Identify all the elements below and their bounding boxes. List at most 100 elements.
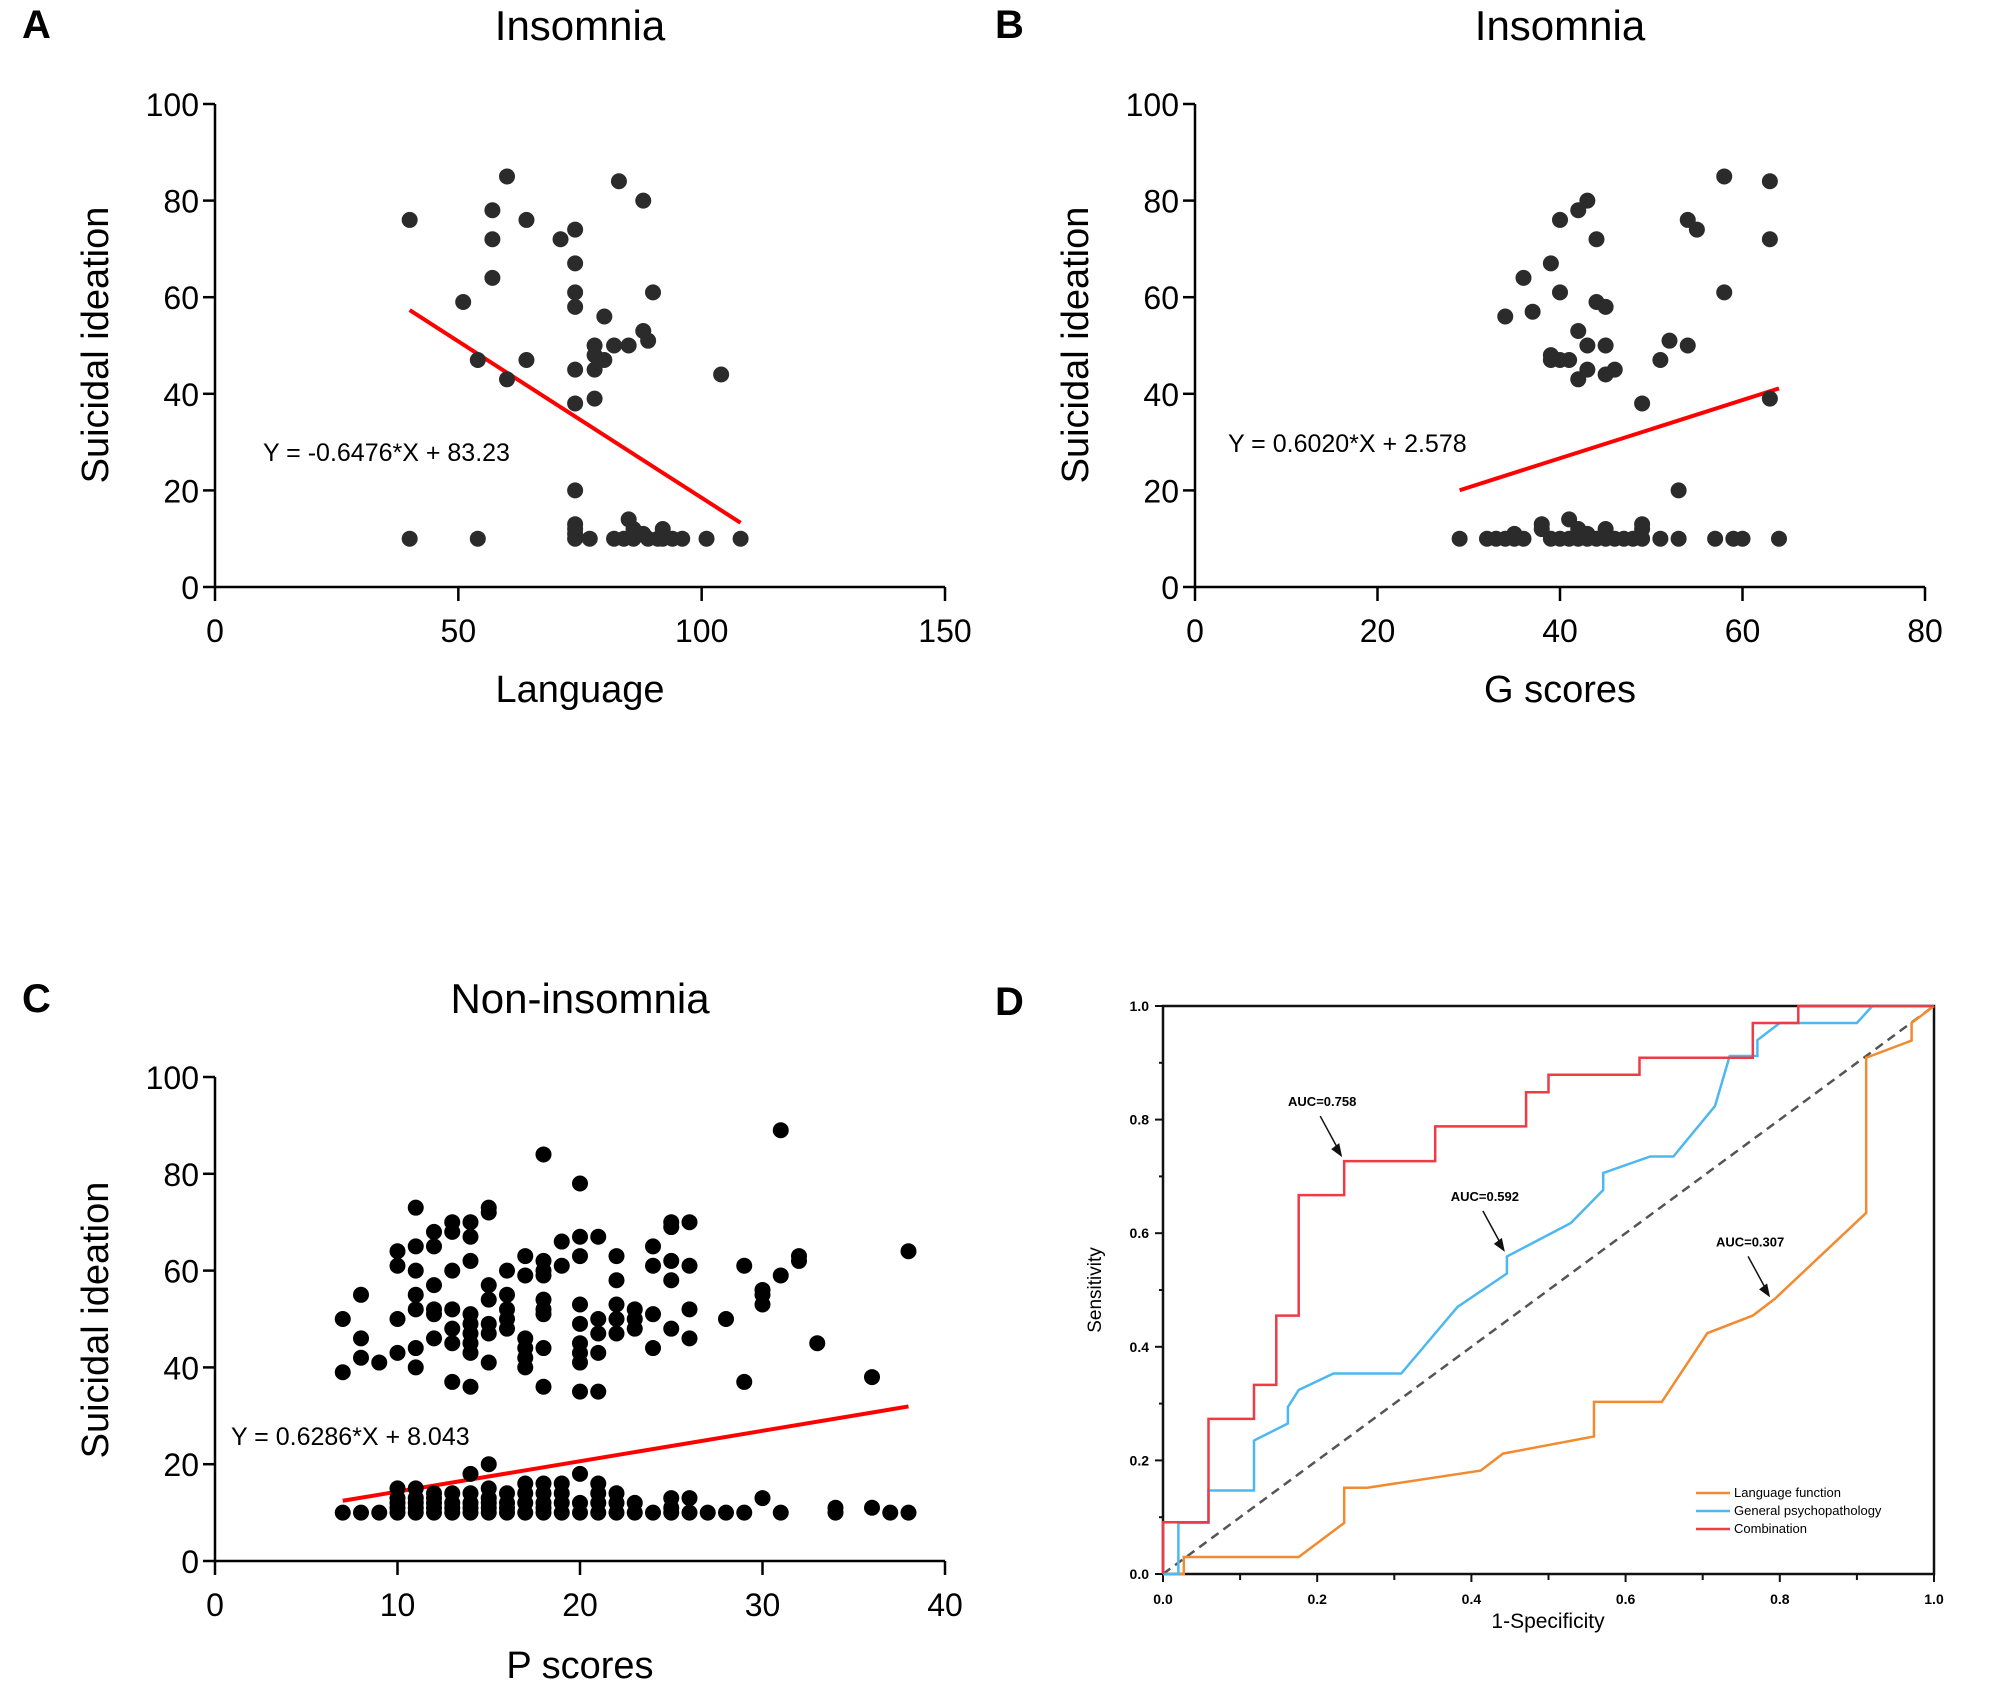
data-point	[480, 1354, 497, 1371]
data-point	[444, 1373, 461, 1390]
x-tick-label: 60	[1725, 613, 1761, 649]
data-point	[1661, 332, 1678, 349]
y-tick-label: 0.6	[1130, 1225, 1150, 1241]
data-point	[567, 361, 584, 378]
data-point	[608, 1296, 625, 1313]
data-point	[480, 1456, 497, 1473]
panel-c-scatter: Non-insomnia P scores Suicidal ideation …	[75, 975, 963, 1681]
x-tick-label: 40	[927, 1587, 963, 1623]
data-point	[590, 1344, 607, 1361]
data-point	[732, 530, 749, 547]
data-point	[499, 1262, 515, 1279]
x-tick-label: 80	[1907, 613, 1943, 649]
panel-label-a: A	[22, 3, 51, 47]
data-point	[535, 1306, 552, 1323]
auc-label: AUC=0.592	[1451, 1189, 1519, 1204]
auc-arrow-head	[1493, 1237, 1505, 1252]
data-point	[608, 1325, 625, 1342]
data-point	[572, 1228, 588, 1245]
data-point	[1771, 530, 1787, 547]
panel-b-scatter: Insomnia G scores Suicidal ideation Y = …	[1055, 2, 1943, 711]
data-point	[535, 1267, 552, 1284]
auc-arrow-head	[1759, 1283, 1771, 1298]
data-point	[572, 1175, 588, 1192]
data-point	[640, 332, 657, 349]
data-point	[1588, 231, 1605, 248]
x-tick-label: 0.6	[1616, 1591, 1636, 1607]
y-axis-label: Suicidal ideation	[1055, 207, 1097, 484]
data-point	[426, 1504, 442, 1521]
data-point	[407, 1504, 424, 1521]
data-point	[596, 351, 613, 368]
data-point	[590, 1504, 607, 1521]
y-tick-label: 1.0	[1130, 998, 1150, 1014]
roc-curve-general-psychopathology	[1163, 1004, 1934, 1576]
data-point	[389, 1243, 406, 1260]
data-point	[353, 1286, 369, 1303]
data-point	[371, 1504, 388, 1521]
data-point	[353, 1504, 369, 1521]
data-point	[596, 308, 613, 325]
data-point	[1652, 351, 1669, 368]
x-axis-label: 1-Specificity	[1491, 1610, 1605, 1633]
data-point	[1579, 192, 1596, 209]
data-point	[444, 1320, 461, 1337]
legend-entry: General psychopathology	[1734, 1503, 1882, 1518]
data-point	[718, 1504, 734, 1521]
y-tick-label: 0	[181, 570, 199, 606]
data-point	[1597, 337, 1614, 354]
data-point	[480, 1204, 497, 1221]
x-axis-label: Language	[495, 669, 664, 711]
panel-label-b: B	[995, 3, 1024, 47]
data-point	[1634, 530, 1651, 547]
data-point	[645, 1504, 661, 1521]
data-point	[1670, 482, 1687, 499]
data-point	[674, 530, 691, 547]
y-axis-label: Suicidal ideation	[75, 207, 117, 484]
data-point	[645, 284, 661, 301]
data-point	[645, 1340, 661, 1357]
data-point	[772, 1122, 789, 1139]
data-point	[1579, 361, 1596, 378]
data-point	[407, 1262, 424, 1279]
data-point	[1497, 308, 1514, 325]
data-point	[567, 221, 584, 238]
regression-line	[408, 308, 742, 525]
data-point	[389, 1344, 406, 1361]
data-point	[462, 1344, 479, 1361]
y-tick-label: 0.2	[1130, 1452, 1150, 1468]
data-point	[444, 1301, 461, 1318]
data-point	[1570, 323, 1587, 340]
data-point	[1552, 284, 1568, 301]
x-axis-label: P scores	[506, 1645, 653, 1681]
data-point	[535, 1378, 552, 1395]
data-point	[407, 1238, 424, 1255]
data-point	[1707, 530, 1724, 547]
data-point	[426, 1223, 442, 1240]
data-point	[469, 530, 486, 547]
data-point	[572, 1248, 588, 1265]
data-point	[567, 530, 584, 547]
data-point	[499, 1320, 515, 1337]
y-tick-label: 100	[146, 1060, 199, 1096]
data-point	[736, 1504, 753, 1521]
regression-equation: Y = 0.6286*X + 8.043	[231, 1423, 470, 1451]
data-point	[535, 1504, 552, 1521]
x-tick-label: 0.4	[1462, 1591, 1482, 1607]
data-point	[608, 1311, 625, 1327]
x-tick-label: 0	[206, 613, 224, 649]
data-point	[499, 168, 515, 185]
data-point	[713, 366, 730, 383]
regression-line	[1459, 386, 1780, 493]
panel-a-scatter: Insomnia Language Suicidal ideation Y = …	[75, 2, 972, 711]
data-point	[1761, 231, 1778, 248]
data-point	[517, 1504, 534, 1521]
data-point	[484, 231, 501, 248]
data-point	[608, 1504, 625, 1521]
data-point	[572, 1315, 588, 1332]
x-tick-label: 0.0	[1153, 1591, 1173, 1607]
chart-title: Insomnia	[1475, 2, 1646, 49]
data-point	[581, 530, 598, 547]
data-point	[1761, 173, 1778, 190]
data-point	[590, 1383, 607, 1400]
